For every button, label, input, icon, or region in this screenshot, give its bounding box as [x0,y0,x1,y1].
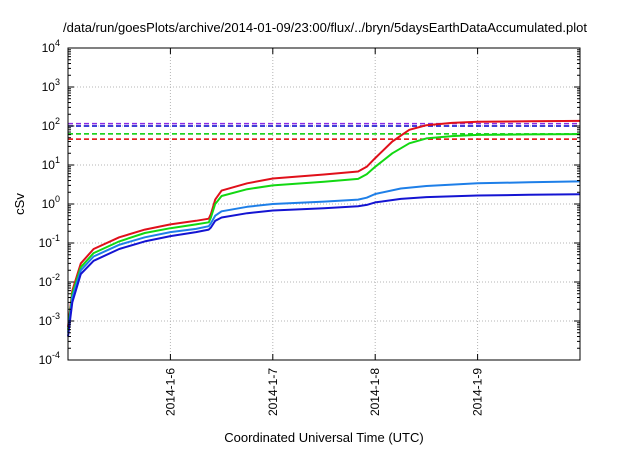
series-line [67,133,581,330]
series-group [67,119,581,337]
chart-title: /data/run/goesPlots/archive/2014-01-09/2… [63,20,587,35]
x-tick-label: 2014-1-7 [266,368,280,416]
series-line [67,119,581,328]
x-axis: 2014-1-6 2014-1-7 2014-1-8 2014-1-9 [163,48,485,416]
grid [68,48,580,360]
series-line [67,180,581,333]
series-line [67,193,581,337]
y-axis-label: cSv [12,193,27,215]
x-axis-label: Coordinated Universal Time (UTC) [224,430,423,445]
x-tick-label: 2014-1-6 [163,368,177,416]
x-tick-label: 2014-1-9 [471,368,485,416]
x-tick-label: 2014-1-8 [368,368,382,416]
